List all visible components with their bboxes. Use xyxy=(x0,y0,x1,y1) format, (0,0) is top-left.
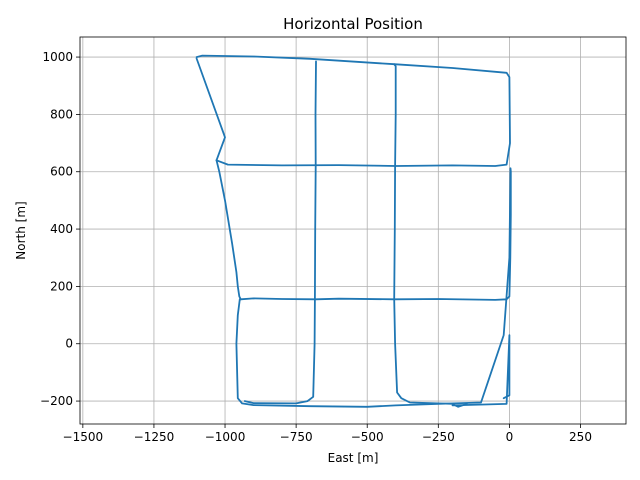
trajectory-line xyxy=(451,334,511,407)
grid xyxy=(80,37,626,424)
x-tick-label: −750 xyxy=(280,430,313,444)
y-tick-label: 0 xyxy=(65,337,73,351)
trajectory-line xyxy=(243,60,317,405)
trajectory-line xyxy=(195,54,511,167)
x-tick-label: −250 xyxy=(422,430,455,444)
trajectory-line xyxy=(235,167,512,408)
x-tick-label: −1250 xyxy=(134,430,175,444)
x-axis-label: East [m] xyxy=(328,451,379,465)
x-tick-label: 0 xyxy=(506,430,514,444)
trajectory-line xyxy=(215,159,242,301)
y-tick-label: 400 xyxy=(50,222,73,236)
y-tick-label: −200 xyxy=(40,394,73,408)
y-tick-label: 600 xyxy=(50,165,73,179)
plot-frame xyxy=(79,36,627,425)
x-tick-label: 250 xyxy=(569,430,592,444)
y-axis-ticks: −200 0 200 400 600 800 1000 xyxy=(40,50,80,408)
y-tick-label: 1000 xyxy=(42,50,73,64)
x-tick-label: −1500 xyxy=(63,430,104,444)
trajectory-lines xyxy=(195,54,512,408)
y-tick-label: 800 xyxy=(50,107,73,121)
y-tick-label: 200 xyxy=(50,279,73,293)
chart-title: Horizontal Position xyxy=(283,15,423,33)
x-tick-label: −500 xyxy=(351,430,384,444)
x-axis-ticks: −1500 −1250 −1000 −750 −500 −250 0 250 xyxy=(63,424,592,444)
trajectory-line xyxy=(393,63,468,408)
y-axis-label: North [m] xyxy=(14,201,28,259)
x-tick-label: −1000 xyxy=(205,430,246,444)
